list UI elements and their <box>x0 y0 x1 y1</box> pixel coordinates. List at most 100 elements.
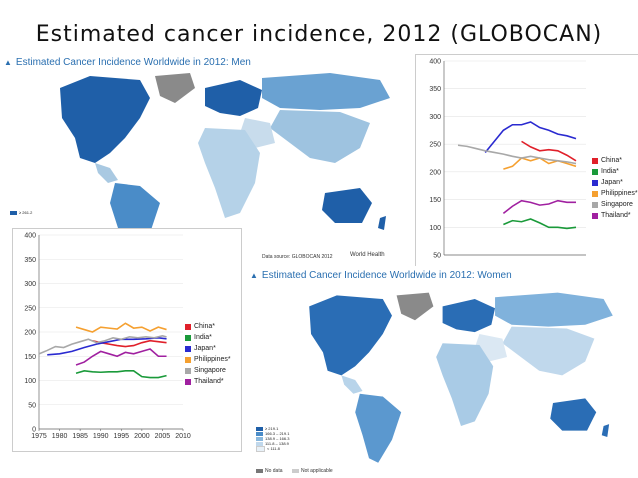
y-tick-label: 200 <box>429 169 441 176</box>
map-region-russia <box>495 292 613 327</box>
no-data-legend: No data <box>256 468 283 474</box>
legend-entry: Japan* <box>592 177 638 188</box>
map-title-women: ▲ Estimated Cancer Incidence Worldwide in… <box>250 270 512 281</box>
map-legend-men: ≥ 261.2 <box>10 210 32 215</box>
y-tick-label: 150 <box>429 197 441 204</box>
world-map-women <box>309 292 613 463</box>
data-source-note: Data source: GLOBOCAN 2012 <box>262 254 333 260</box>
triangle-icon: ▲ <box>4 58 12 67</box>
no-data-label: No data <box>265 468 283 474</box>
map-region-russia <box>262 73 390 110</box>
legend-swatch <box>592 179 598 186</box>
legend-entry: India* <box>185 332 231 343</box>
legend-swatch <box>592 212 598 219</box>
map-region-australia <box>322 188 372 223</box>
legend-label: Thailand* <box>194 378 224 385</box>
map-region-africa <box>198 128 260 218</box>
series-line <box>75 369 167 379</box>
legend-swatch <box>185 367 191 374</box>
map-region-new-zealand <box>378 216 386 230</box>
map-region-north-america <box>60 76 150 163</box>
legend-entry: India* <box>592 166 638 177</box>
map-region-australia <box>550 398 597 431</box>
legend-item: 166.3 – 219.1 <box>265 431 290 436</box>
legend-entry: Thailand* <box>592 210 638 221</box>
map-panel-women: ▲ Estimated Cancer Incidence Worldwide in… <box>244 266 638 478</box>
series-line <box>503 157 577 170</box>
x-tick-label: 2005 <box>155 433 171 440</box>
legend-swatch <box>185 356 191 363</box>
series-line <box>521 140 577 162</box>
legend-label: Philippines* <box>194 356 231 363</box>
legend-swatch <box>592 190 598 197</box>
y-tick-label: 250 <box>24 305 36 312</box>
y-tick-label: 300 <box>429 114 441 121</box>
series-line <box>92 339 167 348</box>
map-region-greenland <box>396 292 434 321</box>
legend-label: India* <box>601 168 619 175</box>
legend-entry: Singapore <box>185 365 231 376</box>
y-tick-label: 50 <box>28 402 36 409</box>
legend-item: < 111.8 <box>267 446 280 452</box>
map-title-men-text: Estimated Cancer Incidence Worldwide in … <box>15 57 251 68</box>
slide-title: Estimated cancer incidence, 2012 (GLOBOC… <box>35 22 603 47</box>
legend-label: Thailand* <box>601 212 631 219</box>
map-title-women-text: Estimated Cancer Incidence Worldwide in … <box>261 270 512 281</box>
legend-item: 138.9 – 166.3 <box>265 436 290 441</box>
line-chart-left: 0 50 100 150 200 250 300 350 400 1975 1980 1985 1990… <box>24 233 191 441</box>
legend-label: Singapore <box>601 201 633 208</box>
legend-item: ≥ 219.1 <box>265 426 279 431</box>
y-tick-label: 350 <box>429 86 441 93</box>
chart-legend-left: China* India* Japan* Philippines* Singapore T… <box>185 321 231 387</box>
legend-label: India* <box>194 334 212 341</box>
x-tick-label: 1995 <box>113 433 129 440</box>
series-line <box>484 121 577 153</box>
legend-entry: Philippines* <box>185 354 231 365</box>
x-tick-label: 2000 <box>134 433 150 440</box>
y-tick-label: 400 <box>24 233 36 240</box>
legend-swatch <box>185 345 191 352</box>
y-tick-label: 400 <box>429 59 441 66</box>
y-tick-label: 50 <box>433 253 441 260</box>
x-tick-label: 2010 <box>175 433 191 440</box>
y-tick-label: 150 <box>24 354 36 361</box>
legend-swatch <box>592 168 598 175</box>
who-logo-text: World Health <box>350 252 385 258</box>
legend-label: Singapore <box>194 367 226 374</box>
map-region-europe <box>442 299 496 333</box>
map-region-africa <box>436 343 494 426</box>
line-chart-right: 50 100 150 200 250 300 350 400 <box>429 59 586 260</box>
chart-panel-right: 50 100 150 200 250 300 350 400 China* India* Japa… <box>415 54 638 268</box>
map-region-europe <box>205 80 262 116</box>
legend-entry: Singapore <box>592 199 638 210</box>
map-title-men: ▲ Estimated Cancer Incidence Worldwide in… <box>4 57 251 68</box>
not-applicable-legend: Not applicable <box>292 468 333 474</box>
map-region-asia <box>502 326 595 376</box>
series-line <box>502 199 576 215</box>
legend-entry: China* <box>592 155 638 166</box>
legend-swatch <box>592 201 598 208</box>
legend-label: Japan* <box>601 179 623 186</box>
y-tick-label: 200 <box>24 330 36 337</box>
y-tick-label: 100 <box>24 378 36 385</box>
x-tick-label: 1980 <box>52 433 68 440</box>
y-tick-label: 350 <box>24 257 36 264</box>
series-line <box>47 337 167 356</box>
series-line <box>503 218 577 230</box>
legend-label: Philippines* <box>601 190 638 197</box>
legend-label: Japan* <box>194 345 216 352</box>
not-applicable-label: Not applicable <box>301 468 333 474</box>
chart-panel-left: 0 50 100 150 200 250 300 350 400 1975 1980 1985 1990… <box>12 228 242 452</box>
y-tick-label: 300 <box>24 281 36 288</box>
map-region-asia <box>270 110 370 163</box>
legend-item: 111.8 – 138.9 <box>265 441 289 446</box>
series-line <box>75 322 167 333</box>
legend-swatch <box>185 378 191 385</box>
legend-swatch <box>592 157 598 164</box>
map-region-north-america <box>309 295 392 376</box>
map-legend-men-top: ≥ 261.2 <box>19 210 33 215</box>
legend-entry: China* <box>185 321 231 332</box>
map-region-south-america <box>355 393 402 463</box>
series-line <box>75 348 167 366</box>
legend-label: China* <box>601 157 623 164</box>
